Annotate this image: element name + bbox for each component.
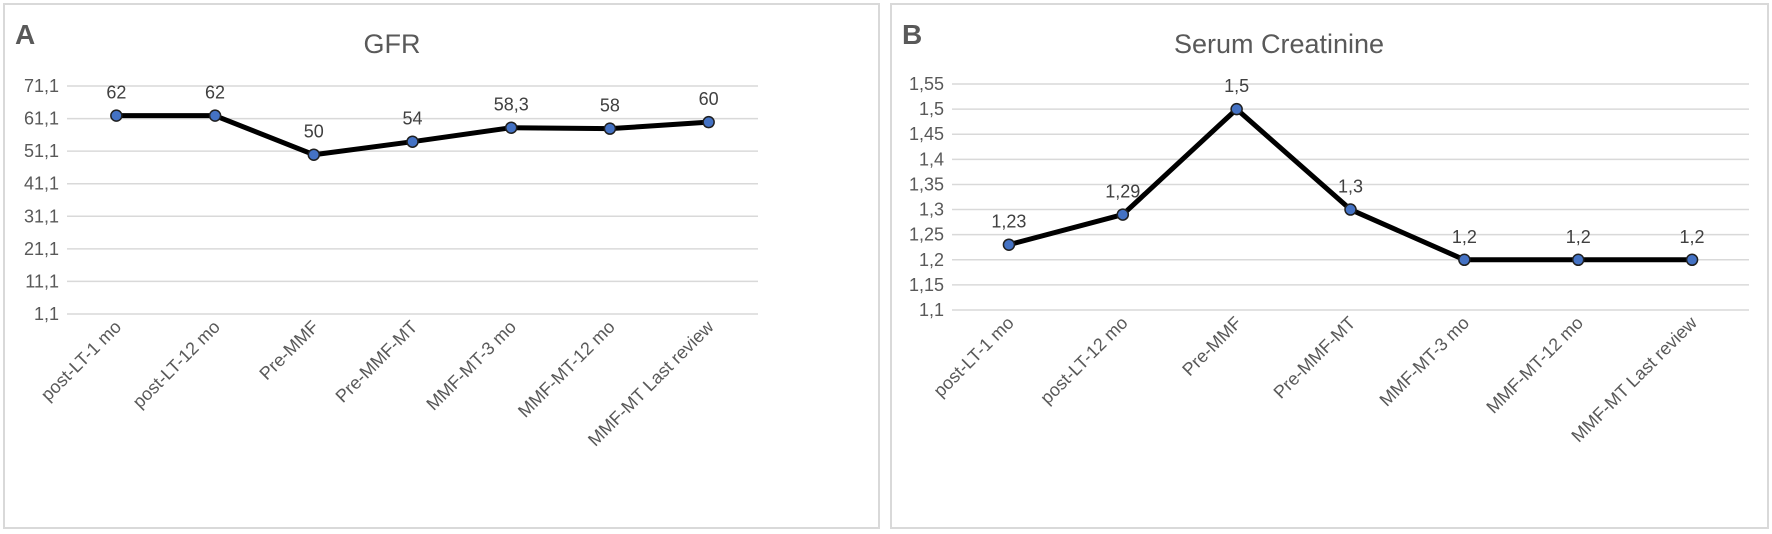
data-point <box>702 115 715 129</box>
data-point <box>1571 253 1585 267</box>
y-tick-label: 1,55 <box>909 74 944 94</box>
y-tick-label: 1,25 <box>909 225 944 245</box>
data-label: 1,2 <box>1452 227 1477 247</box>
x-tick-label: Pre-MMF <box>1178 313 1245 380</box>
y-tick-label: 1,15 <box>909 275 944 295</box>
data-point <box>208 109 222 122</box>
gfr-chart-panel: A GFR 1,1 11,1 21,1 31,1 41,1 51,1 61,1 71,1 post… <box>3 3 880 529</box>
x-tick-label: MMF-MT-3 mo <box>422 317 520 415</box>
y-tick-label: 1,1 <box>34 304 59 324</box>
x-tick-label: post-LT-12 mo <box>129 317 224 412</box>
x-tick-label: Pre-MMF-MT <box>1270 313 1360 403</box>
y-tick-label: 1,5 <box>919 99 944 119</box>
y-tick-label: 1,45 <box>909 124 944 144</box>
data-point <box>1685 253 1699 267</box>
y-tick-label: 21,1 <box>24 239 59 259</box>
y-tick-label: 1,1 <box>919 300 944 320</box>
data-point <box>1002 238 1016 251</box>
data-label: 60 <box>699 89 719 109</box>
y-tick-label: 71,1 <box>24 76 59 96</box>
data-label: 58 <box>600 96 620 116</box>
x-tick-label: post-LT-1 mo <box>37 317 125 405</box>
x-tick-label: post-LT-1 mo <box>930 313 1018 401</box>
x-tick-label: MMF-MT-3 mo <box>1376 313 1474 411</box>
y-tick-label: 1,4 <box>919 149 944 169</box>
panel-letter-b: B <box>902 19 923 50</box>
data-point <box>406 135 419 148</box>
y-tick-label: 31,1 <box>24 206 59 226</box>
y-tick-label: 11,1 <box>25 271 59 291</box>
y-tick-label: 61,1 <box>24 109 59 129</box>
data-point <box>1230 102 1243 116</box>
chart-title: Serum Creatinine <box>1174 29 1384 59</box>
data-label: 1,2 <box>1680 227 1705 247</box>
data-point <box>603 122 617 135</box>
panel-letter-a: A <box>15 19 36 50</box>
data-label: 1,5 <box>1224 76 1249 96</box>
x-tick-label: post-LT-12 mo <box>1036 313 1131 408</box>
data-label: 1,29 <box>1105 182 1140 202</box>
x-tick-label: Pre-MMF <box>255 317 322 384</box>
data-label: 50 <box>304 122 324 142</box>
y-tick-label: 1,35 <box>909 174 944 194</box>
data-label: 62 <box>205 83 225 103</box>
data-label: 62 <box>106 83 126 103</box>
gfr-chart: GFR 1,1 11,1 21,1 31,1 41,1 51,1 61,1 71,1 post-L… <box>24 29 758 450</box>
data-point <box>307 148 321 161</box>
data-point <box>1458 253 1471 267</box>
y-tick-label: 1,3 <box>919 200 944 220</box>
x-tick-label: MMF-MT-12 mo <box>1482 313 1587 418</box>
data-point <box>1116 208 1130 221</box>
y-tick-label: 51,1 <box>24 141 59 161</box>
data-point <box>504 121 518 134</box>
y-tick-label: 1,2 <box>919 250 944 270</box>
data-label: 1,2 <box>1566 227 1591 247</box>
x-tick-label: MMF-MT Last review <box>1567 312 1701 446</box>
data-label: 1,3 <box>1338 177 1363 197</box>
x-tick-label: Pre-MMF-MT <box>332 317 422 407</box>
creatinine-chart: Serum Creatinine 1,1 1,15 1,2 1,25 1,3 1,35 1,4… <box>909 29 1749 446</box>
data-label: 1,23 <box>991 212 1026 232</box>
data-point <box>110 109 123 122</box>
data-label: 54 <box>402 109 422 129</box>
data-label: 58,3 <box>494 95 529 115</box>
x-tick-label: MMF-MT-12 mo <box>514 317 619 422</box>
y-tick-label: 41,1 <box>24 174 59 194</box>
chart-title: GFR <box>364 29 421 59</box>
data-point <box>1344 203 1357 216</box>
creatinine-chart-panel: B Serum Creatinine 1,1 1,15 1,2 1,25 1,3 1,35 1… <box>890 3 1769 529</box>
